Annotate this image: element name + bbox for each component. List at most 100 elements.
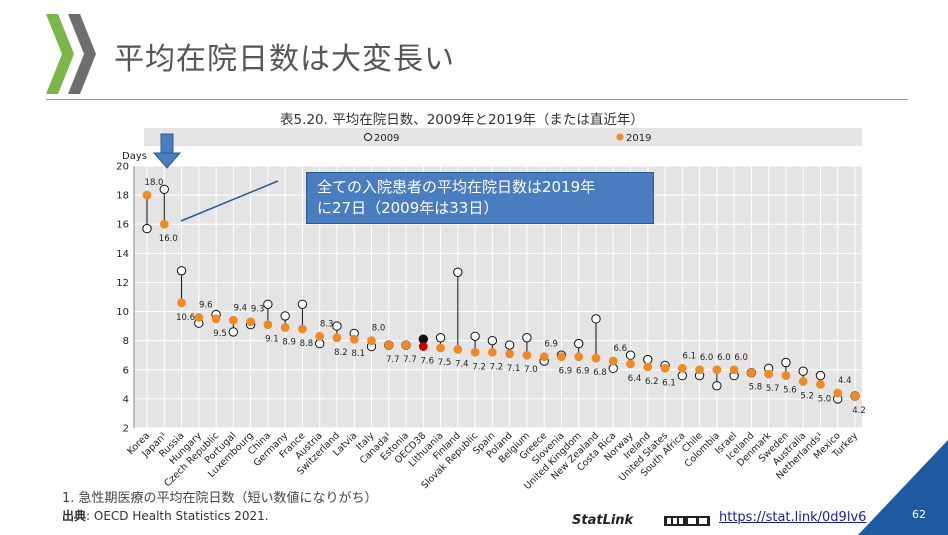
point-2019 (332, 333, 342, 343)
point-2019 (177, 298, 186, 308)
los-chart: 表5.20. 平均在院日数、2009年と2019年（または直近年） 2009 2… (116, 112, 866, 492)
y-tick-label: 20 (116, 162, 129, 173)
point-2019 (608, 356, 618, 366)
point-2019 (643, 362, 653, 372)
value-label-2019: 5.0 (818, 394, 832, 404)
point-2009 (815, 370, 826, 381)
logo-chevron-gray (68, 14, 96, 94)
value-label-2019: 18.0 (145, 178, 164, 188)
value-label-2019: 4.2 (852, 406, 866, 416)
y-tick-label: 14 (116, 249, 129, 260)
callout-box: 全ての入院患者の平均在院日数は2019年 に27日（2009年は33日） (306, 172, 654, 224)
value-label-2019: 16.0 (159, 234, 178, 244)
title-divider (46, 99, 908, 100)
point-2019 (712, 365, 722, 375)
value-label-2019: 6.2 (645, 377, 659, 387)
point-2009 (591, 314, 601, 324)
callout-line-2: に27日（2009年は33日） (317, 199, 499, 217)
point-2019 (591, 353, 601, 363)
value-label-2019: 6.9 (544, 340, 558, 350)
point-2009 (263, 299, 273, 309)
down-arrow-icon (152, 133, 182, 169)
label-layer: 18.016.010.69.69.59.4 9.39.1 8.9 8.88.38.2 8… (145, 178, 866, 416)
page-number: 62 (912, 508, 926, 521)
point-2019 (539, 352, 549, 362)
value-label-2019: 9.5 (213, 329, 227, 339)
y-tick-label: 12 (116, 278, 129, 289)
point-2019 (418, 342, 428, 351)
value-label-2019: 6.1 (662, 378, 676, 388)
corner-triangle (858, 440, 948, 535)
value-label-2019: 5.7 (766, 384, 780, 394)
point-2009 (453, 267, 463, 277)
statlink-url-link[interactable]: https://stat.link/0d9lv6 (719, 510, 867, 525)
point-2009 (470, 331, 480, 341)
value-label-2019: 7.2 (472, 362, 486, 372)
value-label-2019: 6.9 (559, 367, 573, 377)
point-2019 (159, 219, 169, 229)
point-2019 (436, 343, 445, 353)
legend-band (144, 128, 862, 146)
point-2019 (298, 324, 307, 334)
point-2009 (159, 184, 169, 194)
value-label-2019: 7.7 (386, 355, 400, 365)
point-2019 (263, 320, 273, 330)
point-2019 (833, 388, 843, 398)
value-label-2019: 7.5 (438, 358, 452, 368)
point-2009 (625, 350, 636, 360)
value-label-2019: 7.1 (507, 364, 521, 374)
value-label-2019: 6.8 (593, 368, 607, 378)
point-2009 (574, 338, 584, 349)
value-label-2019: 6.1 (683, 351, 697, 361)
point-2019 (280, 323, 290, 332)
value-label-2019: 9.4 (234, 303, 248, 313)
value-label-2019: 7.6 (421, 356, 435, 366)
point-2009 (297, 299, 308, 309)
value-label-2019: 6.0 (700, 353, 714, 363)
legend-marker-2019 (616, 133, 624, 141)
value-label-2019: 5.8 (749, 383, 763, 393)
y-tick-label: 10 (116, 307, 129, 318)
footnote: 1. 急性期医療の平均在院日数（短い数値になりがち） (62, 491, 378, 506)
dot-layer (142, 184, 860, 404)
logo-chevron-green (46, 14, 74, 94)
point-2019 (487, 347, 497, 357)
value-label-2019: 4.4 (838, 376, 852, 386)
chart-title: 表5.20. 平均在院日数、2009年と2019年（または直近年） (280, 112, 644, 128)
point-2019 (349, 334, 359, 344)
point-2019 (816, 379, 825, 389)
point-2019 (798, 377, 808, 386)
value-label-2019: 8.8 (300, 339, 314, 349)
point-2009 (798, 366, 808, 376)
statlink-logo-text: StatLink (572, 513, 634, 528)
y-tick-label: 6 (123, 365, 129, 376)
point-2019 (781, 371, 791, 380)
value-label-2019: 7.0 (524, 365, 538, 375)
y-axis-title: Days (122, 151, 147, 162)
point-2019 (228, 315, 238, 325)
point-2009 (487, 335, 498, 346)
point-2019 (557, 352, 566, 362)
value-label-2019: 9.1 (265, 335, 279, 345)
y-tick-label: 16 (116, 220, 129, 231)
value-label-2019: 8.2 (334, 348, 348, 358)
value-label-2019: 5.2 (800, 391, 814, 401)
point-2019 (677, 363, 687, 373)
point-2019 (367, 336, 376, 346)
value-label-2019: 10.6 (176, 313, 195, 323)
value-label-2019: 9.6 (199, 300, 213, 310)
y-tick-label: 8 (123, 336, 129, 347)
value-label-2019: 5.6 (783, 386, 797, 396)
point-2019 (746, 368, 756, 378)
point-2009 (142, 223, 152, 234)
point-2019 (522, 350, 532, 360)
point-2019 (453, 345, 463, 354)
callout-line-1: 全ての入院患者の平均在院日数は2019年 (317, 178, 596, 196)
y-tick-label: 18 (116, 191, 129, 202)
value-label-2019: 9.3 (251, 305, 265, 315)
point-2019 (764, 369, 774, 379)
y-tick-label: 2 (123, 424, 129, 435)
point-2019 (470, 347, 480, 357)
point-2019 (505, 349, 515, 359)
